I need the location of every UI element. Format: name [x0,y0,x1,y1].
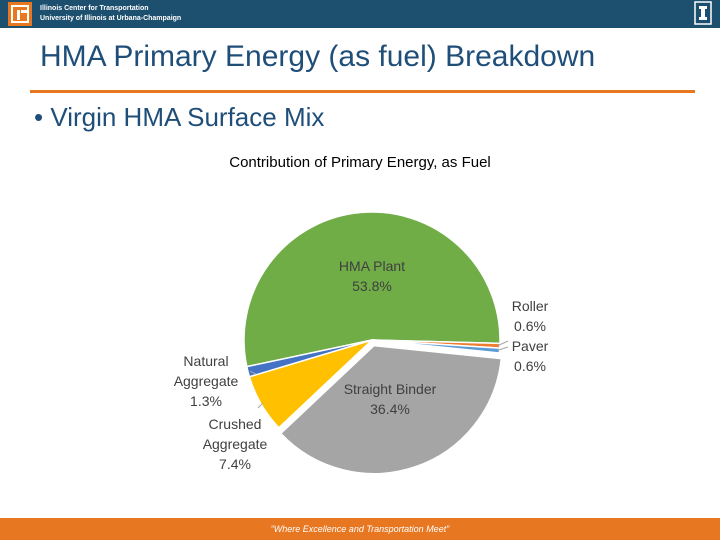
data-label-natural-aggregate: Natural Aggregate 1.3% [174,353,239,409]
data-label-roller: Roller 0.6% [512,298,549,334]
leader-line [497,346,509,351]
illinois-i-icon [694,1,712,25]
bullet-text: • Virgin HMA Surface Mix [34,102,325,132]
footer-tagline: “Where Excellence and Transportation Mee… [270,524,450,534]
title-divider [30,90,695,93]
org-line-2: University of Illinois at Urbana-Champai… [40,15,182,22]
pie-slice-hma-plant [243,211,501,368]
pie-slice-natural-aggregate [245,339,373,378]
data-label-straight-binder: Straight Binder 36.4% [344,381,437,417]
leader-line [257,402,264,409]
header-bar: Illinois Center for Transportation Unive… [0,0,720,28]
footer-bar [0,518,720,540]
chart-title: Contribution of Primary Energy, as Fuel [229,154,491,171]
pie-slice-straight-binder [279,344,503,475]
org-line-1: Illinois Center for Transportation [40,5,149,12]
slide-title: HMA Primary Energy (as fuel) Breakdown [40,40,596,73]
data-label-crushed-aggregate: Crushed Aggregate 7.4% [203,416,268,472]
ict-logo-icon [8,2,32,26]
pie-slice-paver [371,339,501,354]
data-label-paver: Paver 0.6% [512,338,549,374]
organization-name: Illinois Center for Transportation Unive… [40,4,181,24]
data-label-hma-plant: HMA Plant 53.8% [339,258,405,294]
leader-line [497,340,509,347]
leader-line [249,370,257,375]
